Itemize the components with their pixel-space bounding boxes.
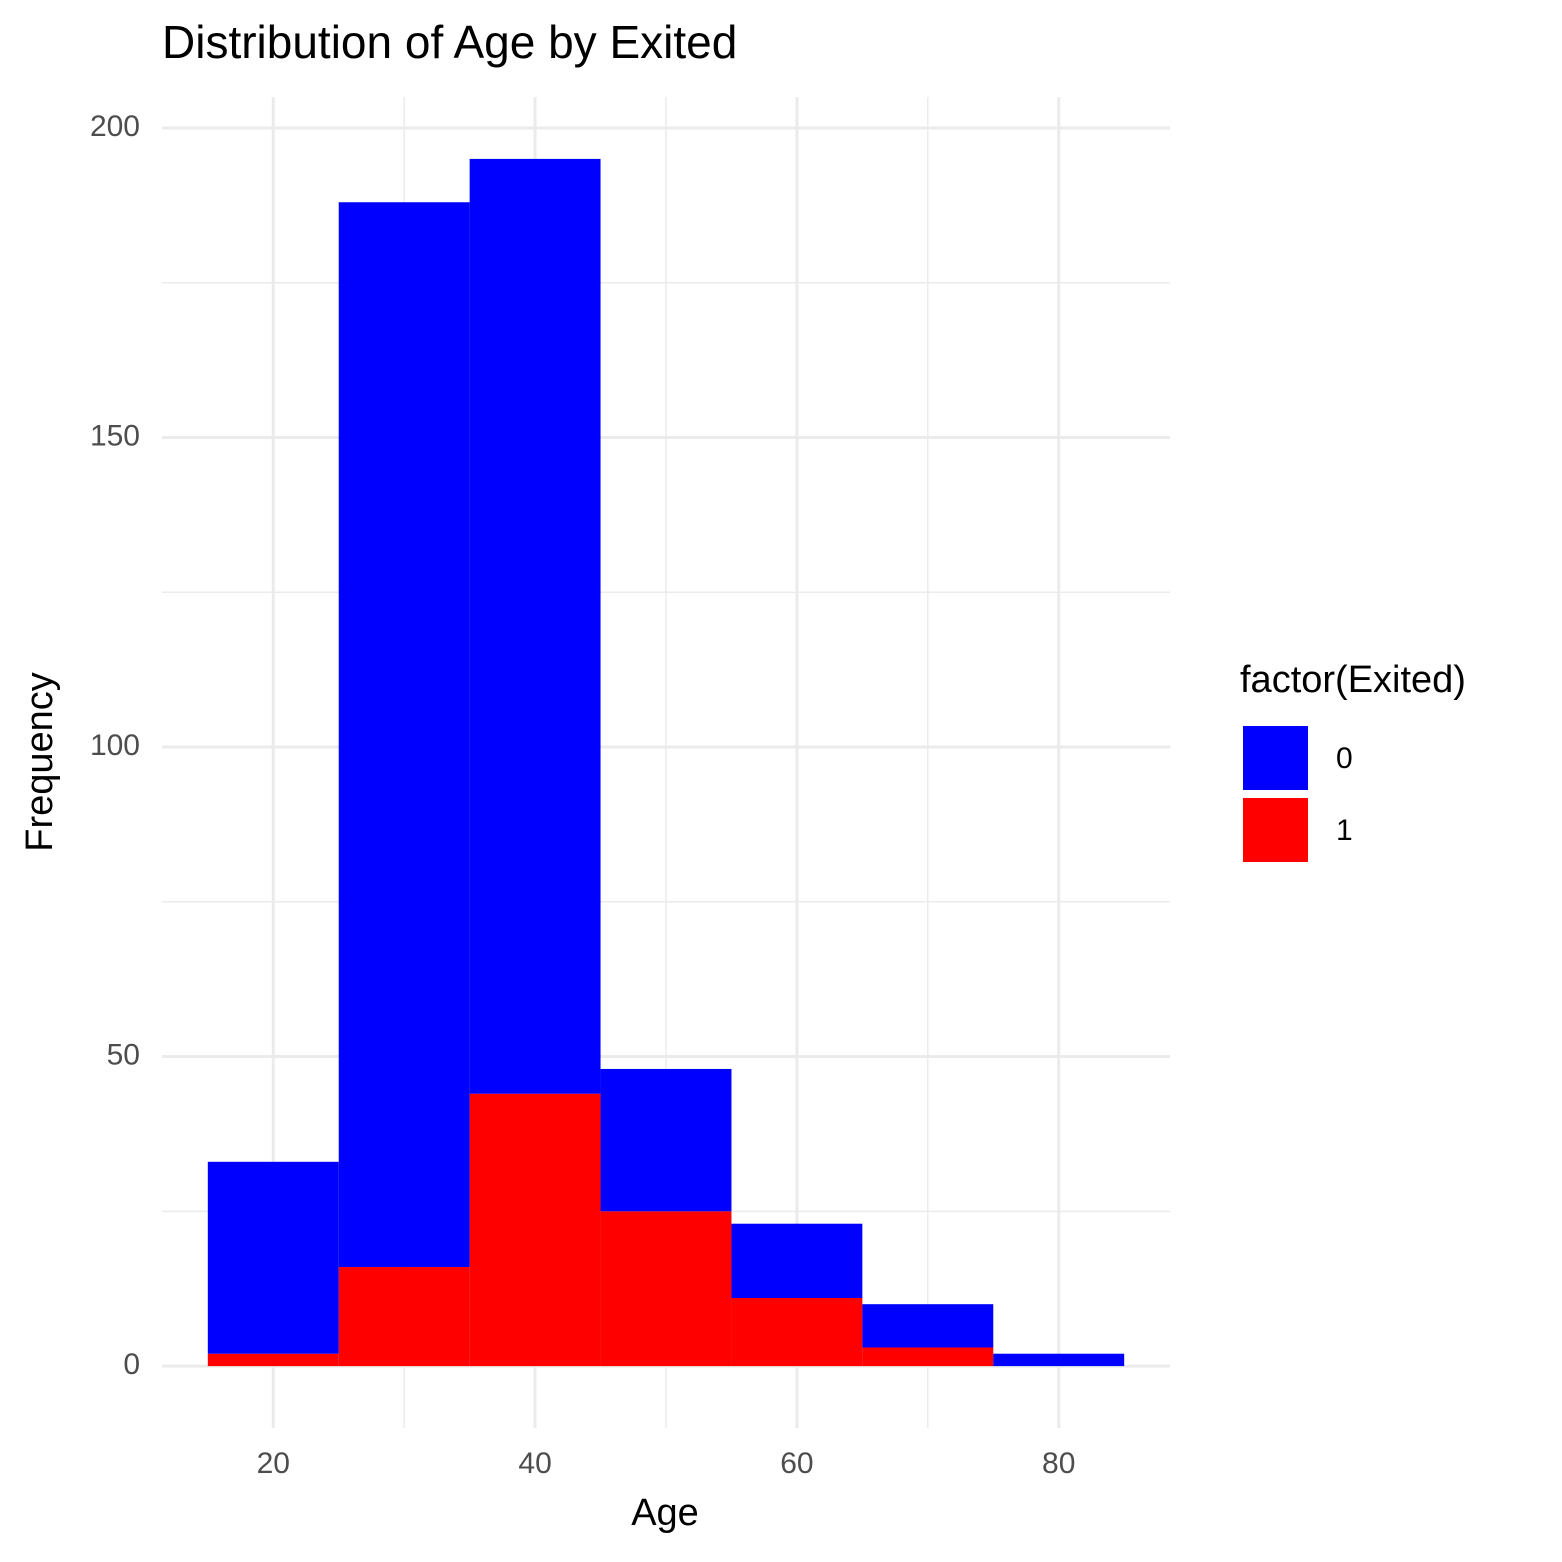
bar-segment [469,158,601,1094]
bar-segment [338,202,470,1268]
legend-label: 0 [1336,742,1353,775]
y-tick-label: 150 [90,419,140,452]
bar-segment [207,1161,339,1354]
bar-segment [862,1304,994,1348]
x-tick-label: 20 [257,1447,290,1480]
bar-segment [993,1353,1125,1367]
x-tick-label: 60 [780,1447,813,1480]
bar-segment [600,1068,732,1212]
x-axis-label: Age [631,1492,699,1534]
y-axis-label: Frequency [19,672,61,852]
legend-label: 1 [1336,814,1353,847]
y-tick-label: 0 [123,1348,140,1381]
legend-swatch [1243,798,1308,862]
y-tick-label: 50 [107,1038,140,1071]
chart-title: Distribution of Age by Exited [162,16,737,68]
bar-segment [207,1353,339,1367]
legend-swatch [1243,726,1308,790]
bar-segment [862,1347,994,1367]
x-tick-label: 40 [518,1447,551,1480]
bar-segment [600,1211,732,1367]
bar-segment [731,1223,863,1298]
x-tick-label: 80 [1042,1447,1075,1480]
bar-segment [338,1267,470,1367]
legend-title: factor(Exited) [1240,659,1466,701]
bar-segment [469,1093,601,1367]
bar-segment [731,1297,863,1367]
y-tick-label: 100 [90,729,140,762]
y-tick-label: 200 [90,110,140,143]
